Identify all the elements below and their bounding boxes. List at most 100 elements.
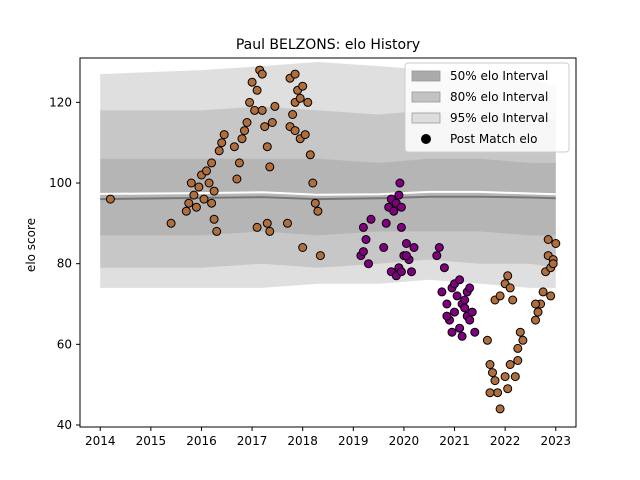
elo-point xyxy=(460,295,470,305)
elo-point xyxy=(513,343,523,353)
elo-point xyxy=(510,372,520,382)
legend-label: 80% elo Interval xyxy=(450,90,548,104)
elo-point xyxy=(546,291,556,301)
elo-point xyxy=(503,384,513,394)
mean-elo-line xyxy=(100,190,556,196)
elo-point xyxy=(495,404,505,414)
x-tick-label: 2021 xyxy=(439,434,470,448)
x-tick-label: 2023 xyxy=(540,434,571,448)
elo-point xyxy=(267,118,277,127)
elo-point xyxy=(381,218,391,228)
elo-point xyxy=(442,299,452,309)
elo-point xyxy=(191,202,201,212)
elo-point xyxy=(439,263,449,273)
legend-swatch xyxy=(411,91,441,103)
elo-point xyxy=(465,315,475,325)
elo-point xyxy=(396,267,406,277)
elo-point xyxy=(401,239,411,248)
elo-point xyxy=(401,251,411,261)
legend-box xyxy=(404,62,570,153)
elo-point xyxy=(298,81,308,91)
elo-point xyxy=(460,303,470,313)
legend-label: 95% elo Interval xyxy=(450,111,548,125)
elo-point xyxy=(260,122,270,132)
elo-point xyxy=(194,182,204,192)
elo-point xyxy=(265,226,275,236)
elo-point xyxy=(505,360,515,369)
elo-point xyxy=(257,69,267,79)
elo-point xyxy=(298,243,308,252)
elo-point xyxy=(250,105,260,115)
x-tick-label: 2017 xyxy=(237,434,268,448)
elo-point xyxy=(204,178,214,188)
elo-point xyxy=(247,77,257,87)
elo-point xyxy=(503,271,513,281)
elo-point xyxy=(242,118,252,127)
elo-point xyxy=(245,97,255,107)
elo-point xyxy=(531,299,540,309)
elo-point xyxy=(232,174,242,184)
elo-point xyxy=(500,372,510,382)
elo-point xyxy=(212,226,222,236)
elo-point xyxy=(450,307,459,317)
legend-swatch xyxy=(411,70,441,82)
y-tick-label: 120 xyxy=(49,95,72,109)
y-axis-label: elo score xyxy=(24,218,38,272)
elo-point xyxy=(505,283,515,293)
elo-point xyxy=(186,178,196,188)
elo-point xyxy=(470,327,480,337)
y-tick-label: 80 xyxy=(57,257,72,271)
elo-point xyxy=(442,311,452,321)
elo-point xyxy=(467,307,477,317)
elo-point xyxy=(488,368,497,378)
elo-point xyxy=(189,190,199,200)
elo-point xyxy=(395,178,405,188)
elo-point xyxy=(455,275,465,285)
elo-point xyxy=(434,243,444,252)
elo-point xyxy=(409,243,419,252)
elo-point xyxy=(485,360,495,369)
elo-point xyxy=(396,222,406,232)
elo-point xyxy=(493,388,503,398)
elo-point xyxy=(531,315,540,325)
legend-label: 50% elo Interval xyxy=(450,69,548,83)
elo-point xyxy=(237,134,247,144)
elo-point xyxy=(543,235,553,244)
trend-lines xyxy=(100,190,556,201)
elo-point xyxy=(181,206,191,216)
elo-point xyxy=(209,214,219,224)
x-tick-label: 2022 xyxy=(490,434,521,448)
elo-point xyxy=(465,283,475,293)
elo-point xyxy=(240,126,249,136)
elo-point xyxy=(166,218,176,228)
elo-point xyxy=(290,126,300,136)
elo-point xyxy=(315,251,325,261)
elo-point xyxy=(482,335,492,345)
legend-label: Post Match elo xyxy=(450,132,537,146)
elo-point xyxy=(457,331,467,341)
elo-point xyxy=(515,327,525,337)
elo-point xyxy=(184,198,194,208)
elo-point xyxy=(262,142,272,152)
y-tick-label: 40 xyxy=(57,418,72,432)
elo-point xyxy=(538,287,548,297)
elo-point xyxy=(379,243,389,252)
y-tick-label: 100 xyxy=(49,176,72,190)
elo-point xyxy=(447,327,457,337)
elo-point xyxy=(202,166,211,176)
elo-point xyxy=(252,85,262,95)
elo-point xyxy=(252,222,262,232)
legend-swatch xyxy=(411,112,441,124)
elo-point xyxy=(437,287,447,297)
elo-point xyxy=(396,202,406,212)
elo-point xyxy=(551,239,561,248)
elo-point xyxy=(366,214,376,224)
elo-point xyxy=(495,291,505,301)
elo-point xyxy=(508,295,518,305)
elo-point xyxy=(290,69,300,79)
elo-point xyxy=(407,267,416,277)
elo-point xyxy=(364,259,373,269)
y-tick-label: 60 xyxy=(57,337,72,351)
elo-point xyxy=(257,105,267,115)
